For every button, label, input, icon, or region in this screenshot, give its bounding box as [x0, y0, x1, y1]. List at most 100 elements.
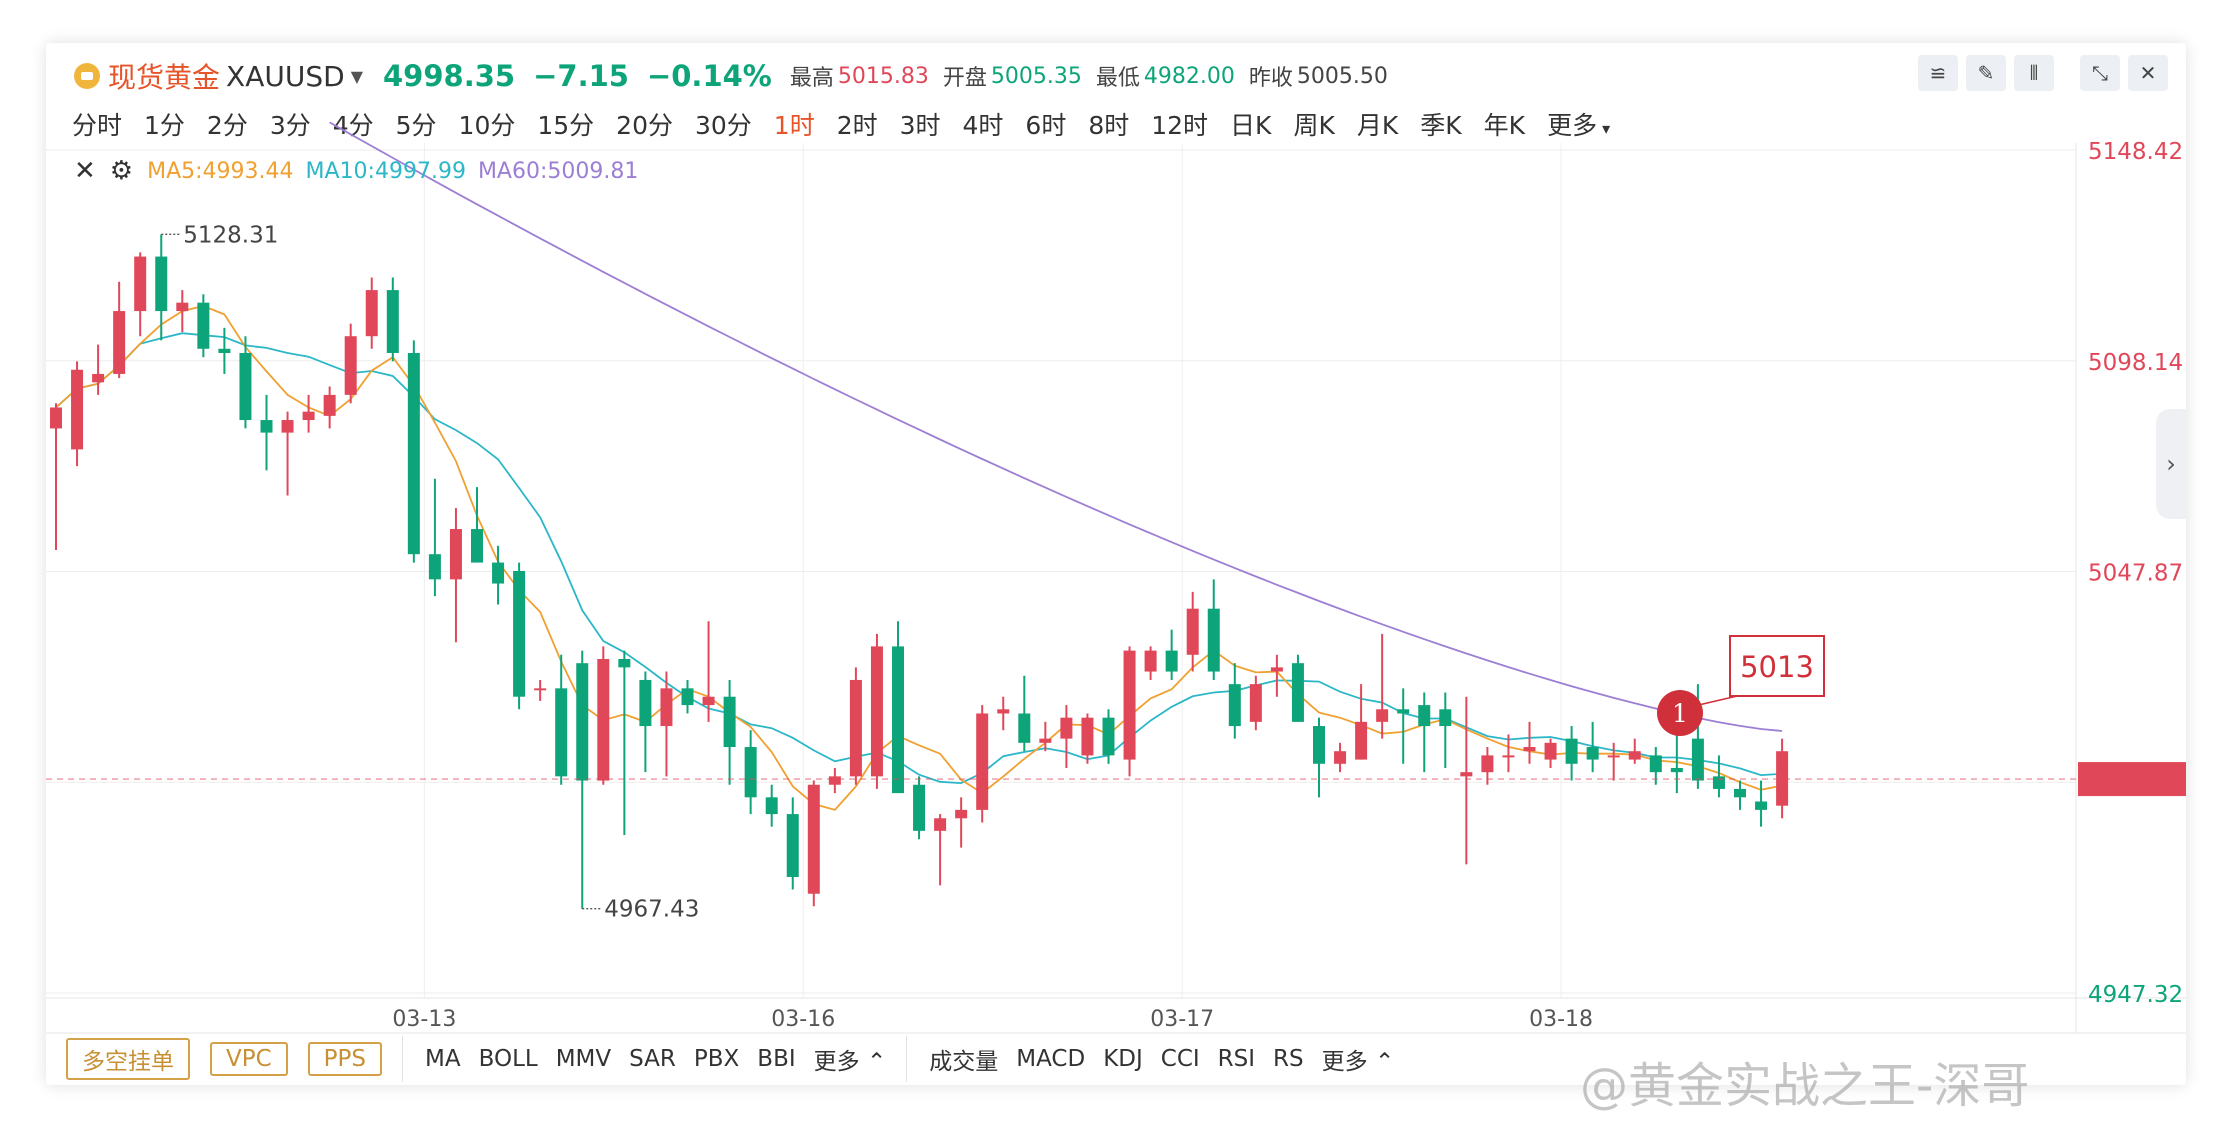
callout-label: 5013: [1740, 650, 1814, 684]
pill-button[interactable]: PPS: [307, 1042, 383, 1076]
candle-body: [1481, 755, 1494, 773]
candle: [555, 654, 568, 785]
sub-indicator-tab[interactable]: CCI: [1160, 1046, 1200, 1072]
sub-indicator-tab[interactable]: MACD: [1016, 1046, 1086, 1072]
tab-period[interactable]: 12时: [1151, 111, 1209, 140]
tab-period[interactable]: 季K: [1420, 111, 1462, 140]
tab-period[interactable]: 2分: [206, 111, 248, 140]
ma-legend: ✕ ⚙ MA5:4993.44 MA10:4997.99 MA60:5009.8…: [74, 153, 638, 189]
candle-style-icon[interactable]: ⫴: [2014, 55, 2054, 91]
indicator-bar: 多空挂单 VPC PPS MA BOLL MMV SAR PBX BBI 更多 ⌃ 成交量 MACD K…: [46, 1033, 2186, 1085]
tab-period[interactable]: 8时: [1088, 111, 1130, 140]
prev-close-label: 昨收: [1248, 66, 1293, 91]
sub-indicator-tab[interactable]: 成交量: [929, 1049, 999, 1075]
draw-pencil-icon[interactable]: ✎: [1966, 55, 2006, 91]
collapse-icon[interactable]: ⤡: [2080, 55, 2120, 91]
candle: [660, 671, 673, 777]
candle: [1502, 734, 1515, 773]
tab-period[interactable]: 3时: [899, 111, 941, 140]
candle: [471, 487, 483, 563]
tab-period[interactable]: 10分: [458, 111, 516, 140]
tab-period[interactable]: 5分: [395, 111, 437, 140]
symbol-code[interactable]: XAUUSD: [226, 59, 345, 93]
candle: [134, 252, 147, 337]
candlestick-chart[interactable]: 5148.425098.145047.874997.604947.3203-13…: [46, 43, 2186, 1085]
candle: [1081, 713, 1094, 764]
candle-body: [639, 679, 652, 727]
main-indicator-tab[interactable]: SAR: [629, 1046, 676, 1072]
tab-period[interactable]: 周K: [1293, 111, 1335, 140]
chevron-down-icon: ▾: [1597, 119, 1611, 138]
symbol-name[interactable]: 现货黄金: [108, 61, 221, 94]
y-tick-label: 5098.14: [2088, 350, 2183, 376]
tab-period[interactable]: 30分: [694, 111, 752, 140]
open-value: 5005.35: [990, 63, 1082, 89]
candle: [155, 234, 168, 341]
candle: [639, 671, 652, 773]
main-more-button[interactable]: 更多 ⌃: [814, 1042, 887, 1076]
candle-body: [155, 256, 168, 312]
candle: [239, 336, 252, 429]
candle-body: [302, 411, 315, 421]
main-indicator-tab[interactable]: BOLL: [478, 1046, 538, 1072]
ma5-value: MA5:4993.44: [147, 158, 294, 184]
tab-period[interactable]: 2时: [836, 111, 878, 140]
main-indicator-tab[interactable]: BBI: [757, 1046, 796, 1072]
tab-period[interactable]: 月K: [1356, 111, 1399, 140]
candle-body: [344, 336, 357, 395]
chart-type-icon[interactable]: ≌: [1918, 55, 1958, 91]
callout-marker-label: 1: [1672, 699, 1688, 728]
tab-period[interactable]: 6时: [1025, 111, 1067, 140]
ma60-line: [329, 121, 1783, 732]
tab-period[interactable]: 4时: [962, 111, 1004, 140]
candle-body: [513, 570, 526, 697]
candle-body: [849, 679, 862, 777]
main-indicator-tab[interactable]: MMV: [555, 1046, 612, 1072]
close-icon[interactable]: ✕: [74, 156, 96, 186]
candle: [534, 679, 547, 701]
candle-body: [1355, 721, 1368, 760]
candle: [1418, 692, 1431, 773]
candle-body: [1670, 767, 1683, 773]
sub-more-button[interactable]: 更多 ⌃: [1322, 1042, 1395, 1076]
candle: [870, 633, 883, 789]
candle: [1460, 696, 1473, 865]
main-indicator-tab[interactable]: PBX: [693, 1046, 740, 1072]
tab-period[interactable]: 1分: [144, 111, 185, 140]
chevron-right-icon[interactable]: ›: [2156, 409, 2186, 519]
tab-period[interactable]: 1时: [773, 111, 815, 140]
pill-button[interactable]: 多空挂单: [66, 1038, 190, 1080]
candle: [828, 767, 841, 794]
candle-body: [997, 709, 1010, 714]
candle: [92, 344, 105, 395]
sub-indicator-tab[interactable]: RS: [1273, 1046, 1304, 1072]
candle-body: [428, 554, 441, 580]
y-tick-label: 5047.87: [2088, 561, 2183, 587]
candle: [1481, 747, 1494, 785]
ma60-value: MA60:5009.81: [477, 158, 639, 184]
candle: [1586, 721, 1599, 773]
tab-period[interactable]: 3分: [269, 111, 311, 140]
close-icon[interactable]: ✕: [2128, 55, 2168, 91]
sub-indicator-tab[interactable]: RSI: [1217, 1046, 1256, 1072]
candle-body: [1628, 751, 1641, 760]
tab-period[interactable]: 日K: [1230, 111, 1272, 140]
candle: [449, 508, 462, 643]
candle-body: [660, 688, 673, 727]
tab-period[interactable]: 15分: [537, 111, 595, 140]
tab-period[interactable]: 年K: [1483, 111, 1526, 140]
candle-body: [1081, 717, 1094, 756]
candle: [1102, 709, 1115, 764]
pill-button[interactable]: VPC: [210, 1042, 288, 1076]
settings-icon[interactable]: ⚙: [109, 156, 134, 186]
gold-coin-icon: [74, 63, 100, 89]
periods-more-button[interactable]: 更多 ▾: [1547, 106, 1610, 142]
main-indicator-tab[interactable]: MA: [425, 1046, 461, 1072]
candle-body: [323, 394, 336, 416]
candle: [1018, 675, 1031, 752]
tab-period[interactable]: 分时: [72, 111, 123, 140]
chevron-down-icon[interactable]: ▼: [350, 66, 363, 86]
sub-indicator-tab[interactable]: KDJ: [1103, 1046, 1143, 1072]
high-label: 最高: [789, 66, 834, 91]
tab-period[interactable]: 20分: [616, 111, 673, 140]
